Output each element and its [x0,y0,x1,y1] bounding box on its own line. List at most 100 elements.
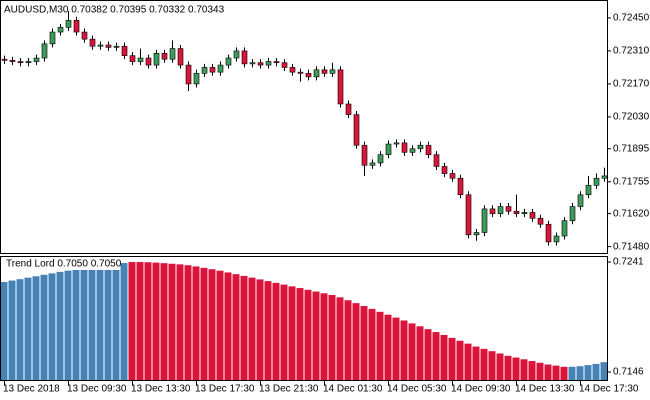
candle-body [481,208,488,233]
candle-body [121,45,128,56]
y-tick-label: 0.71620 [613,208,650,219]
histogram-bar [72,269,80,380]
histogram-bar [488,351,496,380]
histogram-bar [560,366,568,380]
histogram-bar [424,329,432,380]
histogram-bar [176,264,184,380]
candle-body [401,142,408,153]
histogram-bar [600,362,608,380]
candle-body [193,73,200,85]
x-tick-label: 14 Dec 01:30 [323,384,383,395]
candle-body [505,206,512,212]
histogram-bar [288,286,296,380]
histogram-bar [264,281,272,380]
candle-body [169,48,176,60]
y-tick-label: 0.72170 [613,79,650,90]
histogram-bar [432,332,440,380]
histogram-bar [544,364,552,380]
histogram-bar [408,323,416,380]
candle-body [161,52,168,60]
candle-body [585,185,592,196]
histogram-bar [96,266,104,380]
histogram-bar [368,308,376,380]
histogram-bar [528,361,536,380]
histogram-bar [552,365,560,380]
x-tick-label: 13 Dec 13:30 [131,384,191,395]
candle-body [441,166,448,174]
candle-body [321,69,328,74]
histogram-bar [200,267,208,380]
histogram-bar [592,363,600,380]
y-tick-label: 0.72310 [613,46,650,57]
candle-body [457,177,464,196]
histogram-bar [456,340,464,380]
histogram-bar [88,267,96,380]
candle-body [497,206,504,214]
histogram-bar [568,366,576,380]
candle-body [569,206,576,221]
candle-body [81,31,88,40]
chart-title: AUDUSD,M30 0.70382 0.70395 0.70332 0.703… [4,5,225,16]
histogram-bar [304,289,312,380]
candle-body [225,57,232,66]
histogram-bar [128,262,136,380]
candle-body [369,162,376,166]
candle-body [473,232,480,236]
histogram-bar [376,311,384,380]
histogram-bar [24,277,32,380]
histogram-bar [464,343,472,380]
candle-body [417,144,424,150]
histogram-bar [224,272,232,380]
candle-body [337,69,344,105]
x-tick-label: 13 Dec 21:30 [259,384,319,395]
histogram-bar [384,314,392,380]
histogram-bar [472,346,480,380]
candle-body [185,64,192,85]
candle-body [377,154,384,164]
histogram-bar [336,297,344,380]
histogram-bar [344,300,352,380]
y-tick-label: 0.7146 [613,367,644,378]
candle-body [233,50,240,59]
histogram-bar [584,365,592,380]
candle-body [361,144,368,166]
histogram-bar [480,348,488,380]
y-tick-label: 0.7241 [613,257,644,268]
candle-body [449,173,456,179]
y-tick-label: 0.72030 [613,112,650,123]
candle-body [305,73,312,78]
candle-body [113,45,120,48]
histogram-bar [56,271,64,380]
candle-body [521,212,528,214]
histogram-bar [296,288,304,380]
candle-body [273,61,280,64]
histogram-bar [120,263,128,380]
histogram-bar [112,263,120,380]
histogram-bar [536,362,544,380]
candle-body [65,19,72,28]
histogram-bar [136,262,144,380]
candle-body [425,144,432,155]
histogram-bar [392,317,400,380]
candle-body [553,235,560,243]
candle-body [257,62,264,66]
candle-body [97,44,104,47]
candle-body [353,114,360,146]
histogram-bar [216,270,224,380]
indicator-label-bg [2,258,120,270]
candle-body [313,69,320,78]
histogram-bar [8,280,16,380]
x-tick-label: 14 Dec 17:30 [579,384,639,395]
candle-body [329,69,336,74]
y-tick-label: 0.71755 [613,176,650,187]
x-tick-label: 13 Dec 17:30 [195,384,255,395]
histogram-bar [512,357,520,380]
candle-body [25,61,32,64]
candle-body [281,62,288,68]
histogram-bar [168,263,176,380]
candle-body [513,210,520,214]
main-panel-border [0,0,608,254]
histogram-bar [520,359,528,380]
candle-body [49,31,56,45]
